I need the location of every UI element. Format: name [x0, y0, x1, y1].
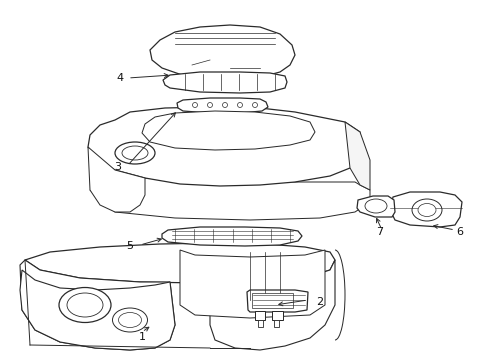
- Polygon shape: [390, 192, 462, 227]
- Polygon shape: [88, 147, 145, 212]
- Polygon shape: [252, 293, 293, 308]
- Polygon shape: [162, 227, 302, 246]
- Ellipse shape: [418, 203, 436, 216]
- Polygon shape: [20, 270, 175, 350]
- Polygon shape: [88, 107, 360, 186]
- Polygon shape: [272, 311, 283, 320]
- Ellipse shape: [119, 312, 142, 328]
- Text: 6: 6: [457, 227, 464, 237]
- Polygon shape: [274, 320, 279, 327]
- Polygon shape: [20, 260, 175, 350]
- Polygon shape: [177, 98, 268, 113]
- Polygon shape: [90, 178, 370, 220]
- Ellipse shape: [122, 146, 148, 160]
- Text: 3: 3: [115, 162, 122, 172]
- Polygon shape: [25, 243, 335, 283]
- Polygon shape: [247, 290, 308, 312]
- Ellipse shape: [67, 293, 103, 317]
- Polygon shape: [345, 122, 370, 190]
- Text: 4: 4: [117, 73, 123, 83]
- Polygon shape: [163, 72, 287, 93]
- Ellipse shape: [59, 288, 111, 323]
- Polygon shape: [357, 196, 395, 217]
- Polygon shape: [150, 25, 295, 78]
- Text: 2: 2: [317, 297, 323, 307]
- Text: 7: 7: [376, 227, 384, 237]
- Text: 5: 5: [126, 241, 133, 251]
- Polygon shape: [258, 320, 263, 327]
- Text: 1: 1: [139, 332, 146, 342]
- Ellipse shape: [115, 142, 155, 164]
- Ellipse shape: [412, 199, 442, 221]
- Ellipse shape: [365, 199, 387, 213]
- Polygon shape: [255, 311, 265, 320]
- Ellipse shape: [113, 308, 147, 332]
- Polygon shape: [142, 111, 315, 150]
- Polygon shape: [210, 260, 335, 350]
- Polygon shape: [180, 250, 325, 318]
